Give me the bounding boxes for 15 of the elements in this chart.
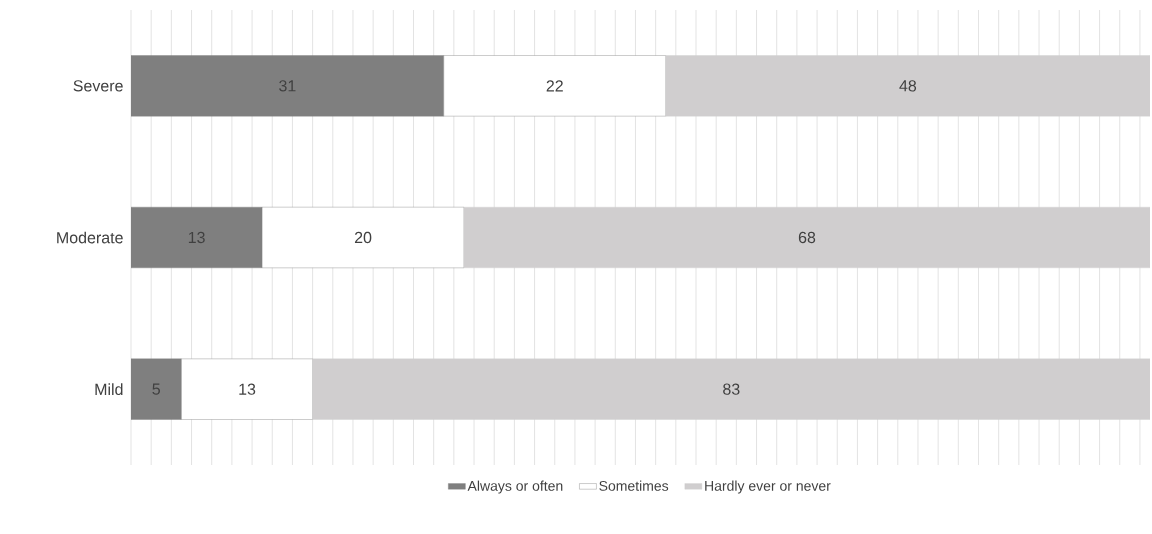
legend-label: Hardly ever or never <box>705 480 831 494</box>
y-tick-label: Moderate <box>57 231 123 244</box>
y-tick-label: Mild <box>95 383 123 396</box>
data-label: 31 <box>279 80 296 92</box>
data-label: 68 <box>798 231 816 244</box>
data-label: 20 <box>354 231 372 244</box>
data-label: 22 <box>546 80 563 92</box>
data-label: 48 <box>899 80 917 92</box>
legend-label: Always or often <box>467 480 563 494</box>
legend-label: Sometimes <box>599 480 669 491</box>
data-label: 5 <box>152 383 161 395</box>
data-label: 13 <box>188 231 205 244</box>
data-label: 83 <box>723 383 740 395</box>
data-label: 13 <box>239 383 256 395</box>
y-tick-label: Severe <box>73 80 123 92</box>
